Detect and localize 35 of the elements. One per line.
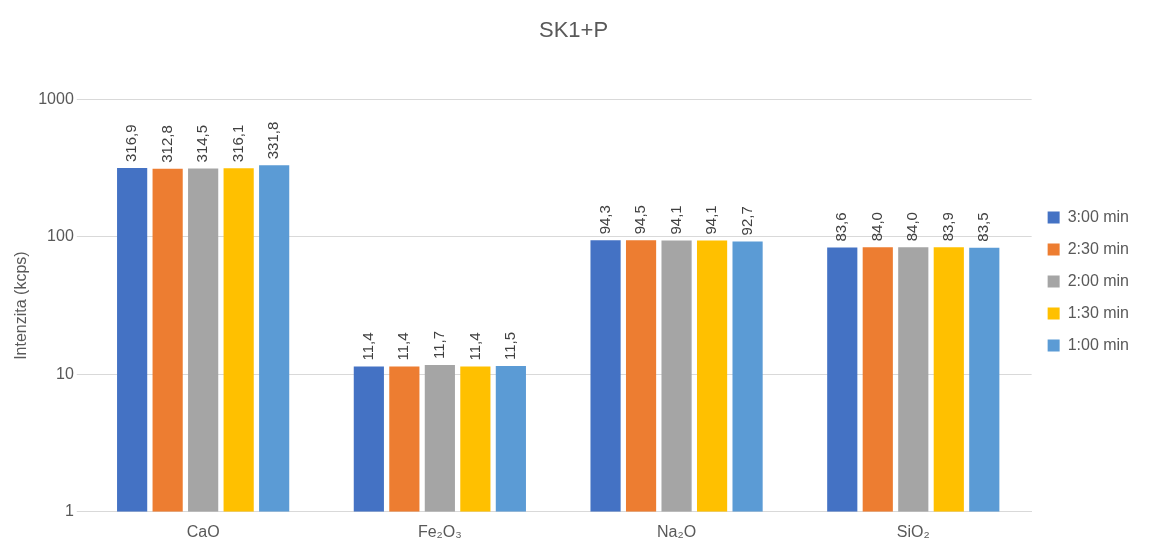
y-tick-label: 10 bbox=[56, 364, 74, 382]
x-tick-label: CaO bbox=[186, 522, 220, 540]
data-label: 11,7 bbox=[430, 330, 447, 359]
data-label: 11,4 bbox=[358, 332, 376, 361]
data-label: 84,0 bbox=[903, 212, 921, 242]
x-tick-label: SiO₂ bbox=[896, 522, 930, 540]
legend-label: 3:00 min bbox=[1067, 207, 1130, 225]
data-label: 83,6 bbox=[832, 212, 850, 242]
data-label: 11,4 bbox=[394, 332, 412, 361]
data-label: 316,1 bbox=[228, 124, 246, 163]
y-tick-label: 1000 bbox=[38, 89, 74, 107]
data-label: 94,1 bbox=[666, 205, 684, 235]
data-label: 84,0 bbox=[867, 212, 885, 242]
data-label: 312,8 bbox=[157, 125, 175, 163]
data-label: 331,8 bbox=[264, 121, 282, 160]
data-label: 314,5 bbox=[193, 124, 211, 163]
data-label: 94,1 bbox=[702, 205, 720, 235]
data-label: 11,5 bbox=[501, 331, 519, 360]
data-label: 83,5 bbox=[974, 212, 992, 242]
data-label: 83,9 bbox=[938, 212, 956, 242]
data-label: 11,4 bbox=[465, 332, 483, 361]
legend-label: 2:30 min bbox=[1067, 239, 1130, 257]
legend-label: 2:00 min bbox=[1067, 271, 1130, 289]
y-axis-title: Intenzita (kcps) bbox=[12, 251, 30, 360]
x-tick-label: Fe₂O₃ bbox=[417, 522, 462, 540]
y-tick-label: 100 bbox=[47, 227, 74, 245]
data-label: 94,3 bbox=[595, 205, 613, 235]
data-label: 94,5 bbox=[631, 205, 649, 235]
data-label: 92,7 bbox=[737, 206, 755, 236]
y-tick-label: 1 bbox=[64, 502, 74, 520]
legend-label: 1:00 min bbox=[1067, 335, 1130, 353]
legend-label: 1:30 min bbox=[1067, 303, 1130, 321]
chart-title: SK1+P bbox=[538, 17, 609, 43]
data-label: 316,9 bbox=[122, 124, 140, 163]
x-tick-label: Na₂O bbox=[657, 522, 697, 540]
